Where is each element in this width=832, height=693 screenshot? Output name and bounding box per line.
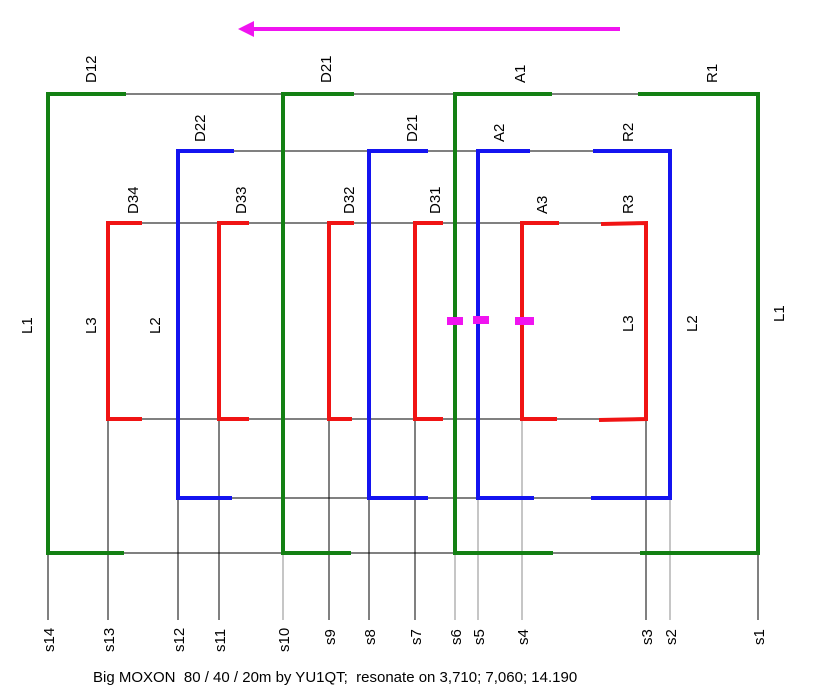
side-label-left-l3: L3 bbox=[83, 317, 100, 334]
label-a1: A1 bbox=[512, 65, 529, 83]
station-label-s7: s7 bbox=[408, 629, 425, 645]
element-d31-red bbox=[413, 221, 443, 421]
station-label-s1: s1 bbox=[751, 629, 768, 645]
element-r2-blue bbox=[591, 149, 672, 500]
station-label-s14: s14 bbox=[41, 628, 58, 652]
side-label-left-l1: L1 bbox=[19, 317, 36, 334]
feed-point-40m bbox=[473, 316, 489, 324]
side-label-left-l2: L2 bbox=[147, 317, 164, 334]
station-label-s4: s4 bbox=[515, 629, 532, 645]
label-a2: A2 bbox=[491, 124, 508, 142]
label-d21-green: D21 bbox=[318, 55, 335, 83]
band-20m-elements bbox=[106, 220, 648, 423]
feed-points bbox=[447, 316, 534, 325]
label-r2: R2 bbox=[620, 123, 637, 142]
element-a1-green bbox=[453, 92, 553, 555]
station-label-s9: s9 bbox=[322, 629, 339, 645]
diagram-caption: Big MOXON 80 / 40 / 20m by YU1QT; resona… bbox=[93, 669, 577, 686]
element-d21-blue bbox=[367, 149, 428, 500]
element-d33-red bbox=[217, 221, 249, 421]
side-label-right-l3: L3 bbox=[620, 315, 637, 332]
side-label-right-l1: L1 bbox=[771, 305, 788, 322]
station-label-s6: s6 bbox=[448, 629, 465, 645]
element-r1-green bbox=[638, 92, 760, 555]
label-r3: R3 bbox=[620, 195, 637, 214]
element-r3-red bbox=[598, 220, 648, 423]
station-label-s12: s12 bbox=[171, 628, 188, 652]
station-label-s2: s2 bbox=[663, 629, 680, 645]
station-label-s5: s5 bbox=[471, 629, 488, 645]
label-a3: A3 bbox=[534, 196, 551, 214]
station-label-s8: s8 bbox=[362, 629, 379, 645]
label-d12: D12 bbox=[83, 55, 100, 83]
label-d34: D34 bbox=[125, 186, 142, 214]
label-d22: D22 bbox=[192, 114, 209, 142]
station-label-s10: s10 bbox=[276, 628, 293, 652]
feed-point-80m bbox=[447, 317, 463, 325]
label-d32: D32 bbox=[341, 186, 358, 214]
element-d21-green bbox=[281, 92, 354, 555]
label-r1: R1 bbox=[704, 64, 721, 83]
label-d31: D31 bbox=[427, 186, 444, 214]
station-label-s11: s11 bbox=[212, 629, 229, 652]
station-lines bbox=[47, 419, 759, 620]
arrow-left-icon bbox=[238, 21, 620, 37]
element-d32-red bbox=[327, 221, 354, 421]
label-d33: D33 bbox=[233, 186, 250, 214]
feed-point-20m bbox=[515, 317, 534, 325]
band-40m-elements bbox=[176, 149, 672, 500]
station-label-s3: s3 bbox=[639, 629, 656, 645]
element-d12-green bbox=[46, 92, 126, 555]
element-d34-red bbox=[106, 221, 142, 421]
label-d21-blue: D21 bbox=[404, 114, 421, 142]
element-d22-blue bbox=[176, 149, 234, 500]
element-a2-blue bbox=[476, 149, 534, 500]
station-label-s13: s13 bbox=[101, 628, 118, 652]
side-label-right-l2: L2 bbox=[684, 315, 701, 332]
